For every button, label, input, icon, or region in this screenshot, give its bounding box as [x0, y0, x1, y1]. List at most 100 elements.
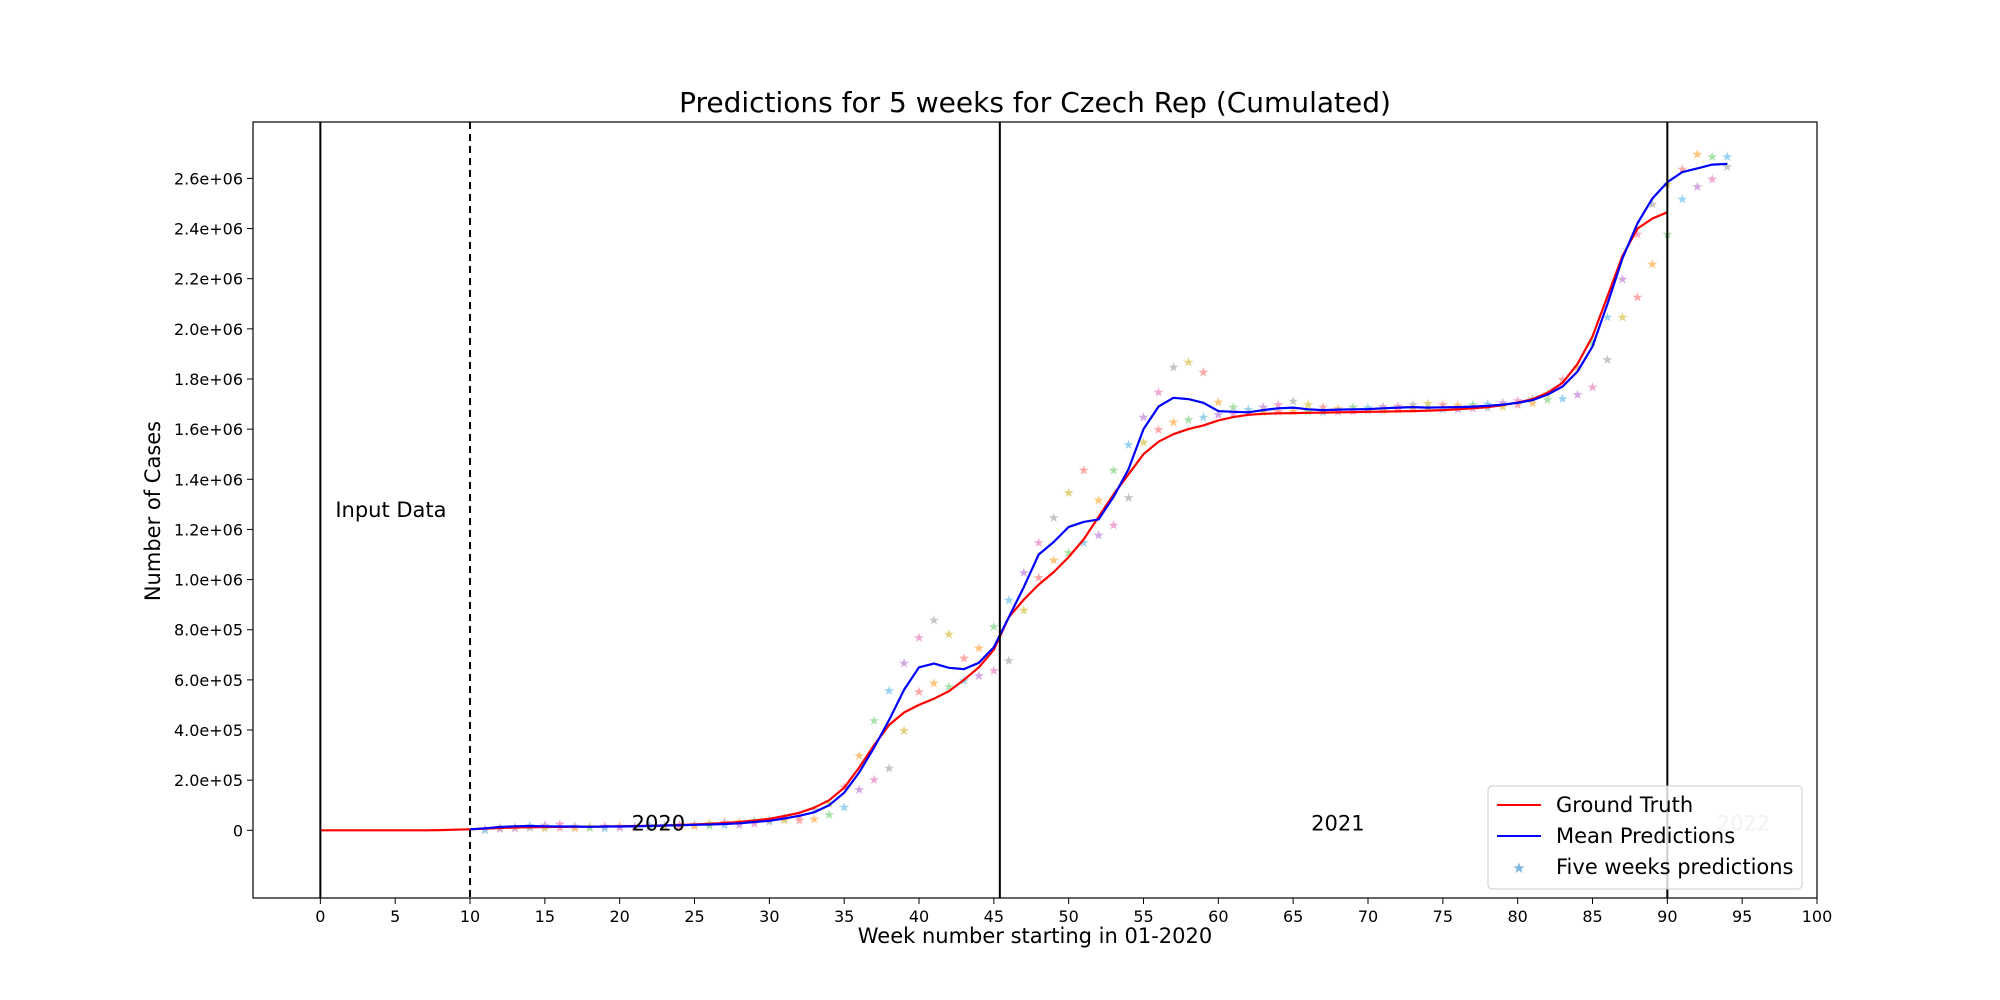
x-tick-label: 65: [1283, 907, 1303, 926]
y-tick-label: 1.6e+06: [174, 420, 243, 439]
prediction-star-marker: ★: [1108, 463, 1120, 478]
prediction-star-marker: ★: [1557, 373, 1569, 388]
x-tick-label: 15: [535, 907, 555, 926]
y-axis-label: Number of Cases: [141, 421, 165, 601]
prediction-star-marker: ★: [973, 669, 985, 684]
x-tick-label: 70: [1358, 907, 1378, 926]
prediction-star-marker: ★: [1647, 197, 1659, 212]
prediction-star-marker: ★: [898, 724, 910, 739]
prediction-star-marker: ★: [1497, 400, 1509, 415]
prediction-star-marker: ★: [988, 620, 1000, 635]
x-tick-label: 45: [984, 907, 1004, 926]
prediction-star-marker: ★: [838, 800, 850, 815]
prediction-star-marker: ★: [1437, 398, 1449, 413]
prediction-star-marker: ★: [1123, 491, 1135, 506]
prediction-star-marker: ★: [704, 819, 716, 834]
y-axis-ticks: 0 2.0e+05 4.0e+05 6.0e+05 8.0e+05 1.0e+06 1.2e…: [174, 169, 253, 840]
vertical-reference-lines: [319, 122, 1669, 898]
prediction-star-marker: ★: [808, 803, 820, 818]
y-tick-label: 1.4e+06: [174, 470, 243, 489]
prediction-star-marker: ★: [1272, 398, 1284, 413]
prediction-star-marker: ★: [1512, 398, 1524, 413]
prediction-star-marker: ★: [1257, 401, 1269, 416]
prediction-star-marker: ★: [1138, 411, 1150, 426]
prediction-star-marker: ★: [554, 821, 566, 836]
prediction-star-marker: ★: [1138, 436, 1150, 451]
prediction-star-marker: ★: [1647, 258, 1659, 273]
prediction-star-marker: ★: [1168, 360, 1180, 375]
prediction-star-marker: ★: [1287, 404, 1299, 419]
y-tick-label: 1.2e+06: [174, 520, 243, 539]
x-tick-label: 100: [1802, 907, 1833, 926]
prediction-star-marker: ★: [1587, 381, 1599, 396]
prediction-star-marker: ★: [584, 821, 596, 836]
annotation-input-data: Input Data: [335, 498, 446, 522]
prediction-star-marker: ★: [479, 823, 491, 838]
prediction-star-marker: ★: [614, 821, 626, 836]
y-tick-label: 0: [233, 821, 243, 840]
x-tick-label: 90: [1657, 907, 1677, 926]
prediction-star-marker: ★: [1018, 566, 1030, 581]
prediction-star-marker: ★: [1632, 228, 1644, 243]
x-tick-label: 40: [909, 907, 929, 926]
prediction-star-marker: ★: [883, 762, 895, 777]
prediction-star-marker: ★: [1018, 604, 1030, 619]
prediction-star-marker: ★: [1632, 290, 1644, 305]
prediction-star-marker: ★: [749, 817, 761, 832]
prediction-star-marker: ★: [1198, 411, 1210, 426]
prediction-star-marker: ★: [1676, 162, 1688, 177]
y-tick-label: 4.0e+05: [174, 721, 243, 740]
prediction-star-marker: ★: [853, 749, 865, 764]
x-tick-label: 80: [1507, 907, 1527, 926]
prediction-star-marker: ★: [1183, 413, 1195, 428]
prediction-star-marker: ★: [913, 685, 925, 700]
prediction-star-marker: ★: [599, 821, 611, 836]
prediction-star-marker: ★: [524, 821, 536, 836]
prediction-star-marker: ★: [958, 651, 970, 666]
x-axis-label: Week number starting in 01-2020: [858, 924, 1212, 948]
prediction-star-marker: ★: [1093, 493, 1105, 508]
prediction-star-marker: ★: [1063, 546, 1075, 561]
prediction-star-marker: ★: [1587, 335, 1599, 350]
prediction-star-marker: ★: [1347, 401, 1359, 416]
x-tick-label: 55: [1133, 907, 1153, 926]
prediction-star-marker: ★: [674, 820, 686, 835]
prediction-star-marker: ★: [928, 676, 940, 691]
prediction-star-marker: ★: [1617, 310, 1629, 325]
prediction-star-marker: ★: [988, 664, 1000, 679]
prediction-star-marker: ★: [1227, 401, 1239, 416]
prediction-star-marker: ★: [1078, 463, 1090, 478]
prediction-star-marker: ★: [1048, 554, 1060, 569]
prediction-star-marker: ★: [823, 808, 835, 823]
x-axis-ticks: 0 5 10 15 20 25 30 35 40 45 50 55 60 65 70 75 80 85 90 95 10…: [315, 898, 1832, 926]
five-weeks-prediction-markers: ★★ ★★ ★★ ★★ ★★ ★★ ★★ ★★ ★★ ★★ ★★ ★★ ★★ ★★ ★★ ★★ ★★ ★★ ★★ ★★…: [479, 147, 1733, 838]
annotation-2021: 2021: [1311, 811, 1364, 835]
prediction-star-marker: ★: [1242, 406, 1254, 421]
prediction-star-marker: ★: [1033, 571, 1045, 586]
prediction-star-marker: ★: [913, 631, 925, 646]
prediction-star-marker: ★: [719, 819, 731, 834]
prediction-star-marker: ★: [1557, 392, 1569, 407]
prediction-star-marker: ★: [1003, 594, 1015, 609]
annotations: Input Data202020212022: [335, 498, 1770, 835]
legend-box: [1487, 785, 1803, 890]
prediction-star-marker: ★: [1602, 310, 1614, 325]
prediction-star-marker: ★: [1542, 393, 1554, 408]
prediction-star-marker: ★: [868, 714, 880, 729]
prediction-star-marker: ★: [629, 820, 641, 835]
x-tick-label: 35: [834, 907, 854, 926]
prediction-star-marker: ★: [1482, 401, 1494, 416]
prediction-star-marker: ★: [1048, 511, 1060, 526]
x-tick-label: 30: [759, 907, 779, 926]
legend: Ground Truth Mean Predictions ★ Five wee…: [1487, 785, 1803, 890]
prediction-star-marker: ★: [539, 821, 551, 836]
prediction-star-marker: ★: [1407, 398, 1419, 413]
prediction-star-marker: ★: [1317, 401, 1329, 416]
prediction-star-marker: ★: [1691, 180, 1703, 195]
prediction-star-marker: ★: [1617, 273, 1629, 288]
prediction-star-marker: ★: [1227, 407, 1239, 422]
prediction-star-marker: ★: [1721, 150, 1733, 165]
prediction-star-marker: ★: [1572, 360, 1584, 375]
y-tick-label: 1.0e+06: [174, 571, 243, 590]
